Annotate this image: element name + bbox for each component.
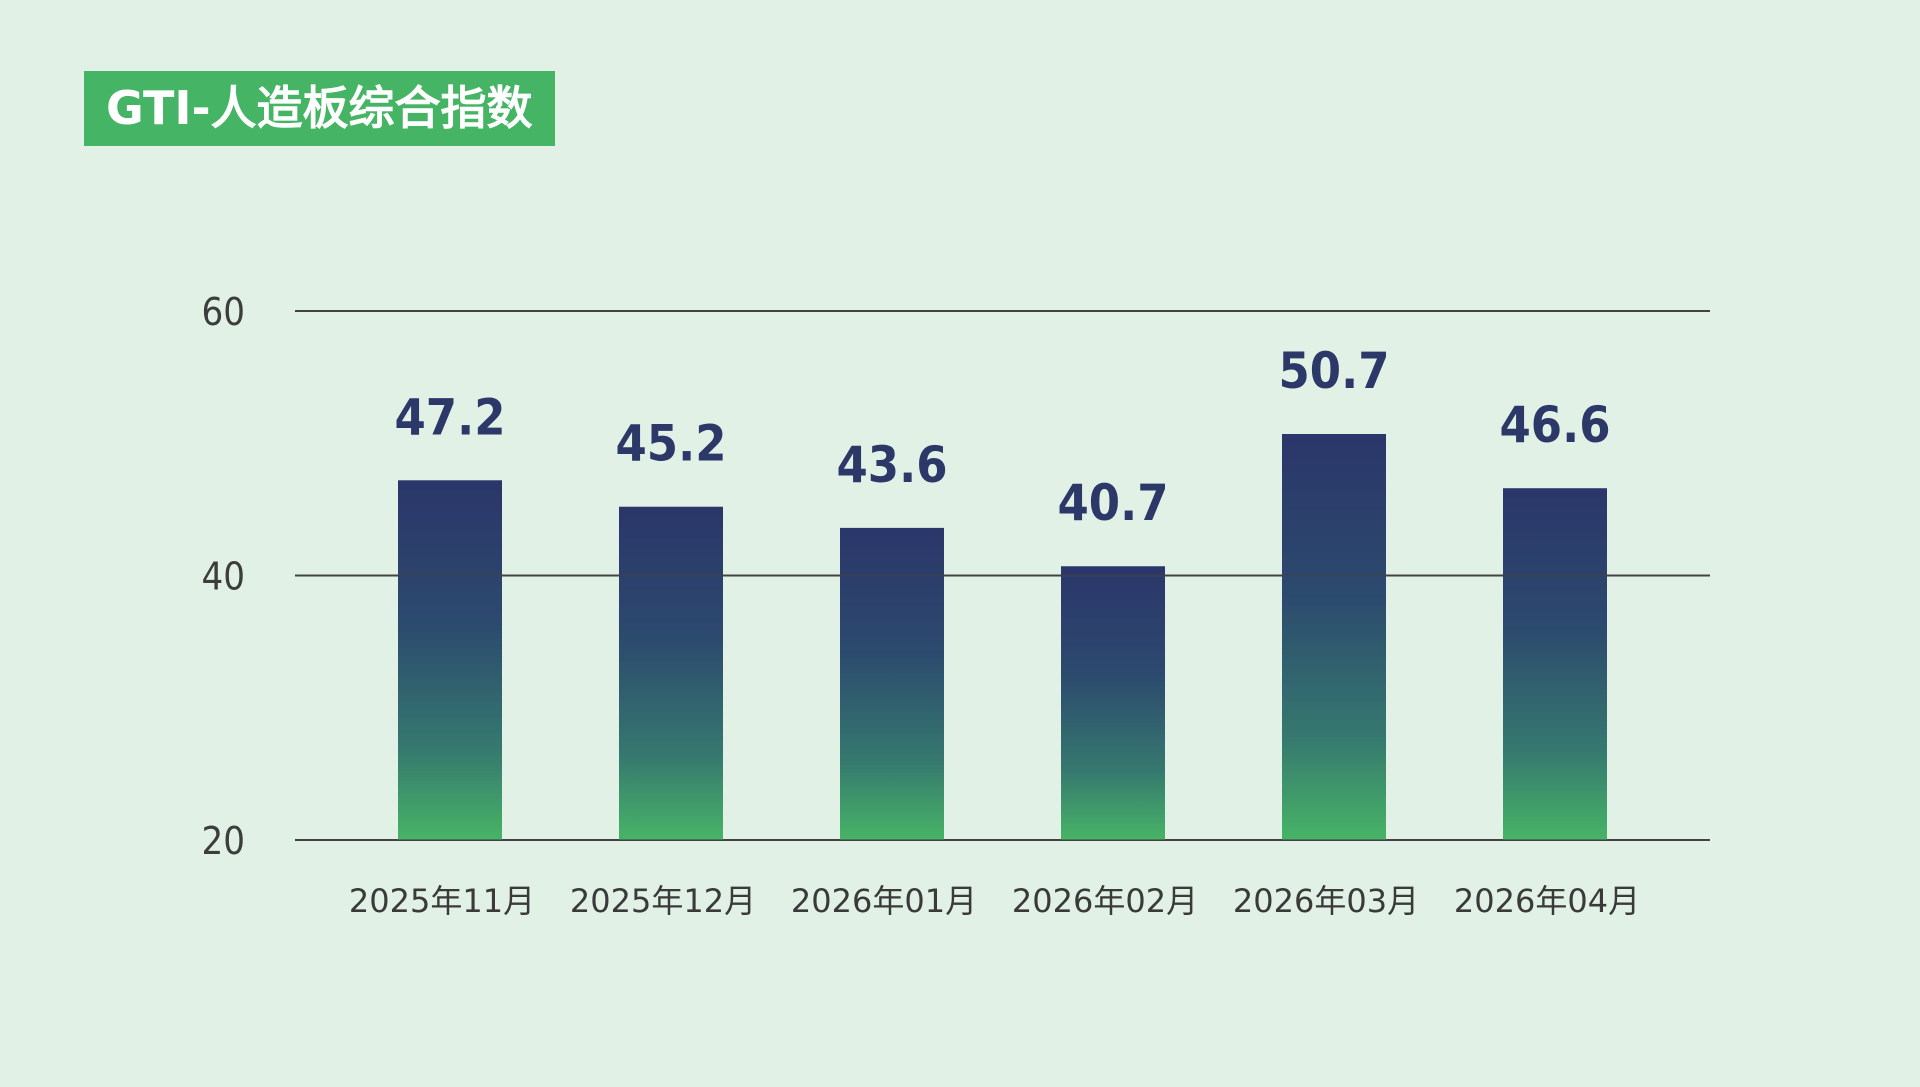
grid-overlay: [295, 310, 1710, 841]
bar: [840, 527, 944, 840]
x-tick-label: 2026年03月: [1233, 882, 1419, 920]
x-tick-label: 2026年01月: [791, 882, 977, 920]
x-tick-label: 2026年02月: [1012, 882, 1198, 920]
bars: [398, 433, 1607, 840]
bar: [1282, 433, 1386, 840]
bar: [1503, 488, 1607, 840]
chart-title: GTI-人造板综合指数: [84, 71, 555, 146]
y-tick-label: 60: [202, 290, 246, 334]
data-label: 43.6: [837, 436, 948, 494]
bar: [398, 480, 502, 840]
bar: [619, 506, 723, 840]
data-label: 45.2: [616, 415, 727, 473]
x-tick-label: 2026年04月: [1454, 882, 1640, 920]
y-tick-label: 40: [202, 555, 246, 599]
x-tick-label: 2025年11月: [349, 882, 535, 920]
labels: 20 40 60 47.2 2025年11月 45.2 2025年12月 43.6 2026年0…: [202, 290, 1641, 920]
y-tick-label: 20: [202, 819, 246, 863]
data-label: 47.2: [395, 388, 506, 446]
x-tick-label: 2025年12月: [570, 882, 756, 920]
data-label: 50.7: [1279, 342, 1390, 400]
bar: [1061, 566, 1165, 840]
data-label: 40.7: [1058, 474, 1169, 532]
data-label: 46.6: [1500, 396, 1611, 454]
